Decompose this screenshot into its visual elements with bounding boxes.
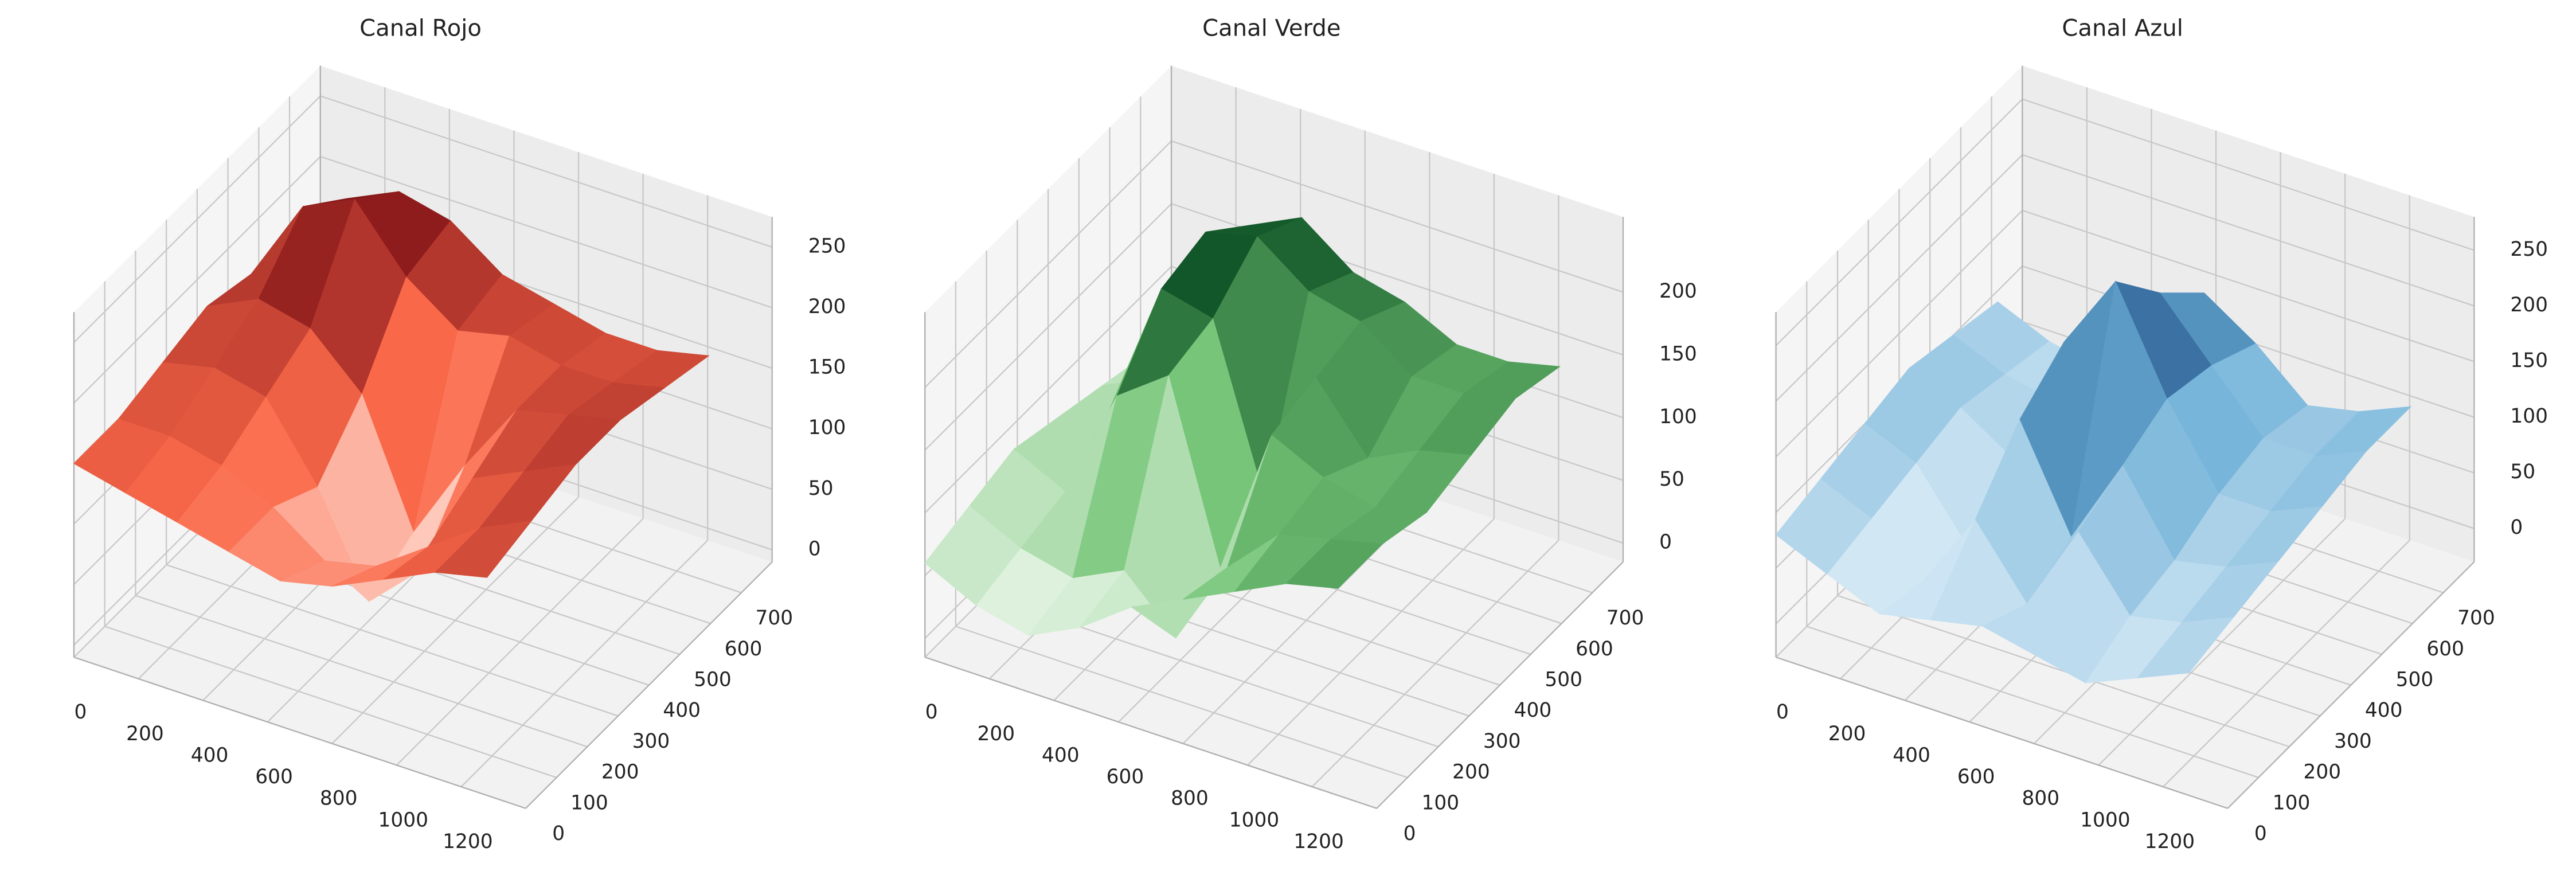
z-tick-label: 50 (808, 477, 834, 500)
y-tick-label: 100 (570, 791, 608, 814)
y-tick-label: 400 (2365, 699, 2403, 722)
x-tick-label: 1000 (2080, 808, 2130, 831)
z-tick-label: 50 (1659, 468, 1684, 491)
grid-line (320, 155, 773, 308)
y-tick-label: 0 (552, 822, 565, 845)
grid-line (1837, 595, 2290, 748)
z-tick-label: 200 (1659, 280, 1697, 303)
axis-edge (1376, 561, 1624, 809)
grid-line (924, 140, 1172, 388)
x-tick-label: 1200 (443, 830, 492, 853)
y-tick-label: 200 (601, 761, 639, 784)
x-tick-label: 600 (1107, 765, 1144, 788)
x-tick-label: 1200 (1293, 830, 1343, 853)
x-tick-label: 0 (74, 701, 87, 724)
axis-edge (1776, 657, 2228, 809)
grid-line (924, 203, 1172, 451)
x-tick-label: 800 (1171, 787, 1209, 810)
z-tick-label: 100 (2510, 405, 2548, 428)
grid-line (1775, 99, 2023, 346)
grid-line (73, 95, 321, 343)
grid-line (1775, 210, 2023, 458)
y-tick-label: 200 (1452, 761, 1490, 784)
grid-line (2022, 209, 2475, 362)
x-tick-label: 800 (320, 787, 358, 810)
z-tick-label: 250 (2510, 238, 2548, 261)
grid-line (1806, 626, 2259, 779)
z-tick-label: 250 (808, 235, 846, 258)
z-tick-label: 150 (808, 356, 846, 379)
grid-line (1171, 140, 1624, 293)
y-tick-label: 400 (663, 699, 701, 722)
surface-patch (2136, 617, 2234, 678)
y-tick-label: 600 (1576, 638, 1613, 661)
y-tick-label: 300 (1483, 730, 1521, 753)
grid-line (955, 626, 1408, 779)
x-tick-label: 1000 (1229, 808, 1279, 831)
y-tick-label: 600 (725, 638, 763, 661)
y-tick-label: 300 (2334, 730, 2372, 753)
axis-edge (2227, 561, 2475, 809)
z-tick-label: 200 (2510, 294, 2548, 317)
x-tick-label: 1200 (2145, 830, 2195, 853)
y-tick-label: 600 (2426, 638, 2464, 661)
y-tick-label: 100 (1421, 791, 1459, 814)
y-tick-label: 0 (2254, 822, 2267, 845)
z-tick-label: 0 (1659, 531, 1672, 554)
y-tick-label: 400 (1514, 699, 1552, 722)
surface-patch (1285, 538, 1383, 589)
y-tick-label: 500 (2396, 669, 2434, 692)
z-tick-label: 150 (1659, 342, 1697, 365)
y-tick-label: 700 (2457, 607, 2495, 630)
y-tick-label: 200 (2303, 761, 2341, 784)
z-tick-label: 0 (808, 537, 821, 560)
x-tick-label: 200 (1828, 722, 1866, 745)
z-tick-label: 150 (2510, 349, 2548, 372)
z-tick-label: 50 (2510, 460, 2535, 483)
x-tick-label: 200 (126, 722, 164, 745)
y-tick-label: 500 (1545, 669, 1582, 692)
x-tick-label: 600 (1957, 765, 1995, 788)
chart-title: Canal Azul (2062, 15, 2183, 42)
grid-line (320, 95, 773, 248)
grid-line (2022, 98, 2475, 251)
x-tick-label: 0 (1776, 701, 1789, 724)
grid-line (1775, 154, 2023, 402)
x-tick-label: 200 (977, 722, 1015, 745)
x-tick-label: 400 (1042, 744, 1080, 767)
chart-title: Canal Rojo (359, 15, 482, 42)
y-tick-label: 700 (756, 607, 793, 630)
chart-title: Canal Verde (1202, 15, 1340, 42)
z-tick-label: 100 (1659, 405, 1697, 428)
axis-edge (924, 657, 1377, 809)
axis-edge (525, 561, 773, 809)
grid-line (2022, 154, 2475, 307)
x-tick-label: 600 (255, 765, 293, 788)
grid-line (166, 564, 619, 717)
z-tick-label: 0 (2510, 516, 2523, 539)
grid-line (924, 265, 1172, 514)
y-tick-label: 700 (1606, 607, 1644, 630)
grid-line (73, 156, 321, 404)
grid-line (104, 626, 557, 779)
x-tick-label: 400 (1893, 744, 1930, 767)
y-tick-label: 100 (2273, 791, 2311, 814)
y-tick-label: 500 (694, 669, 732, 692)
x-tick-label: 800 (2022, 787, 2059, 810)
y-tick-label: 300 (632, 730, 670, 753)
z-tick-label: 100 (808, 416, 846, 439)
z-tick-label: 200 (808, 295, 846, 318)
grid-line (135, 595, 588, 748)
x-tick-label: 0 (925, 701, 938, 724)
y-tick-label: 0 (1404, 822, 1416, 845)
x-tick-label: 400 (191, 744, 229, 767)
x-tick-label: 1000 (378, 808, 428, 831)
axis-edge (73, 657, 526, 809)
surface-patch (435, 520, 533, 578)
